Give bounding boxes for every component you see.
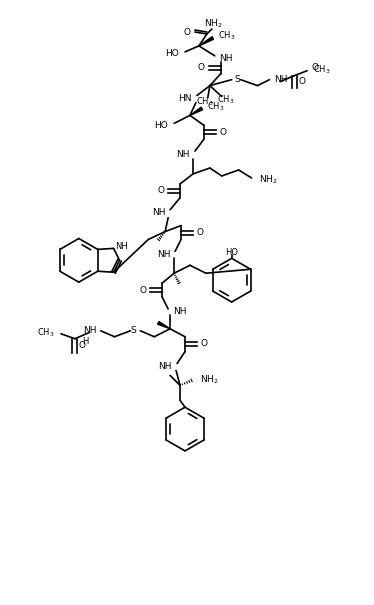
Text: H: H: [82, 337, 89, 346]
Text: NH: NH: [83, 326, 96, 335]
Text: O: O: [311, 64, 318, 72]
Text: NH: NH: [152, 208, 165, 217]
Text: NH: NH: [157, 250, 170, 259]
Text: O: O: [184, 27, 191, 36]
Text: O: O: [220, 128, 227, 137]
Text: NH: NH: [116, 242, 128, 251]
Text: CH$_3$: CH$_3$: [207, 100, 224, 113]
Text: O: O: [79, 341, 86, 350]
Text: NH: NH: [275, 75, 288, 84]
Text: HN: HN: [178, 94, 192, 103]
Text: CH$_3$: CH$_3$: [218, 30, 235, 42]
Text: NH: NH: [159, 362, 172, 371]
Text: NH$_2$: NH$_2$: [200, 373, 218, 385]
Text: HO: HO: [154, 121, 168, 130]
Text: HO: HO: [225, 248, 238, 257]
Text: O: O: [298, 77, 305, 86]
Text: O: O: [201, 339, 208, 348]
Text: O: O: [139, 286, 146, 295]
Text: NH: NH: [219, 54, 232, 64]
Text: CH$_3$: CH$_3$: [196, 95, 214, 108]
Polygon shape: [199, 37, 214, 46]
Text: NH: NH: [173, 307, 187, 316]
Text: O: O: [157, 186, 164, 195]
Text: NH$_2$: NH$_2$: [205, 18, 223, 30]
Polygon shape: [157, 321, 170, 329]
Text: CH$_3$: CH$_3$: [217, 93, 234, 106]
Polygon shape: [190, 107, 203, 116]
Text: CH$_3$: CH$_3$: [313, 64, 331, 76]
Text: HO: HO: [165, 50, 179, 58]
Text: CH$_3$: CH$_3$: [37, 327, 55, 339]
Text: O: O: [197, 228, 204, 237]
Text: NH: NH: [177, 149, 190, 159]
Text: NH$_2$: NH$_2$: [260, 174, 278, 186]
Text: O: O: [198, 64, 205, 72]
Text: S: S: [234, 75, 240, 84]
Text: S: S: [131, 326, 137, 335]
